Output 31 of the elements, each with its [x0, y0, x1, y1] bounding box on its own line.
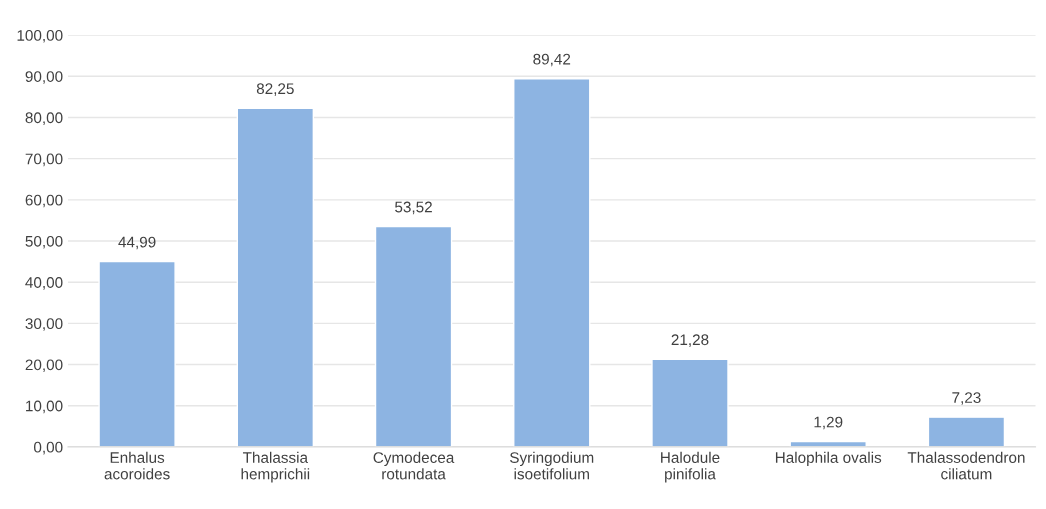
y-tick-label: 70,00	[25, 153, 63, 167]
y-tick-label: 20,00	[25, 359, 63, 373]
data-label: 7,23	[952, 392, 981, 405]
y-tick-label: 50,00	[25, 235, 63, 249]
y-tick-label: 10,00	[26, 400, 63, 414]
bar	[98, 260, 176, 447]
y-tick-label: 0,00	[33, 441, 63, 455]
y-tick-label: 90,00	[25, 71, 63, 84]
y-tick-label: 100,00	[17, 29, 63, 43]
y-tick-label: 30,00	[25, 318, 63, 331]
x-tick-label: Halodule pinifolia	[661, 451, 720, 483]
data-label: 53,52	[395, 201, 432, 215]
y-tick-label: 60,00	[25, 194, 63, 208]
bar	[651, 358, 729, 447]
x-tick-label: Syringodium isoetifolium	[510, 451, 594, 480]
bar	[374, 225, 453, 447]
x-tick-label: Halophila ovalis	[775, 451, 882, 466]
x-tick-label: Enhalus acoroides	[104, 451, 170, 480]
bar	[513, 77, 591, 447]
data-label: 44,99	[118, 236, 156, 250]
x-tick-label: Thalassia hemprichii	[241, 451, 310, 483]
x-tick-label: Cymodecea rotundata	[373, 451, 455, 480]
data-label: 21,28	[671, 334, 709, 347]
y-tick-label: 40,00	[25, 277, 63, 290]
data-label: 89,42	[533, 53, 571, 67]
bar	[236, 107, 315, 447]
y-tick-label: 80,00	[25, 112, 63, 125]
data-label: 82,25	[256, 83, 294, 96]
data-label: 1,29	[814, 416, 843, 430]
x-tick-label: Thalassodendron ciliatum	[907, 451, 1025, 480]
bar	[927, 416, 1006, 447]
